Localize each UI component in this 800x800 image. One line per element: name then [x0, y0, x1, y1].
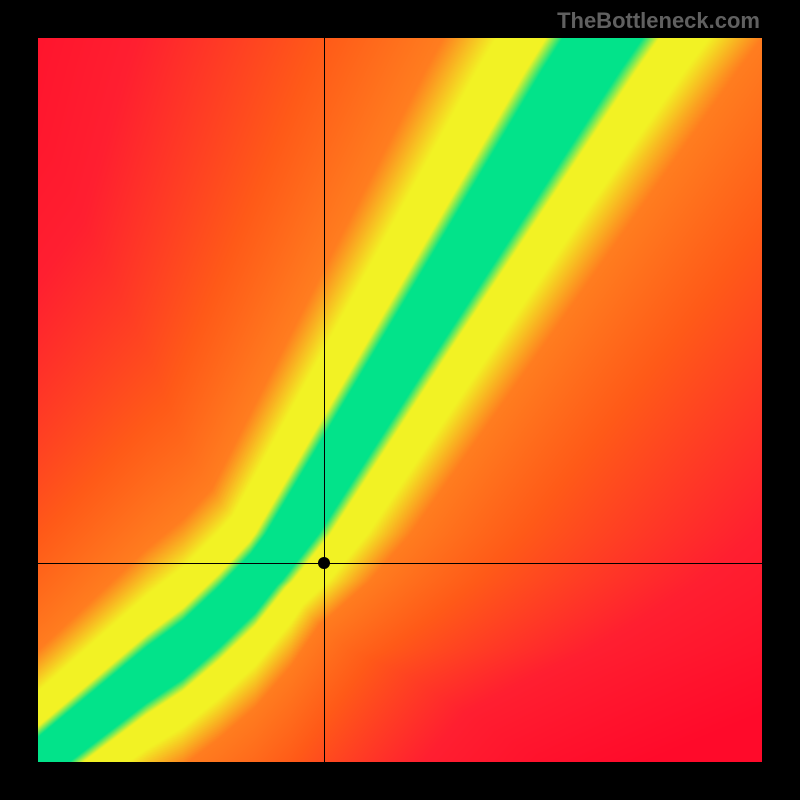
crosshair-horizontal — [38, 563, 762, 564]
watermark-text: TheBottleneck.com — [557, 8, 760, 34]
crosshair-vertical — [324, 38, 325, 762]
heatmap-canvas — [38, 38, 762, 762]
selected-point-marker — [318, 557, 330, 569]
heatmap-plot — [38, 38, 762, 762]
